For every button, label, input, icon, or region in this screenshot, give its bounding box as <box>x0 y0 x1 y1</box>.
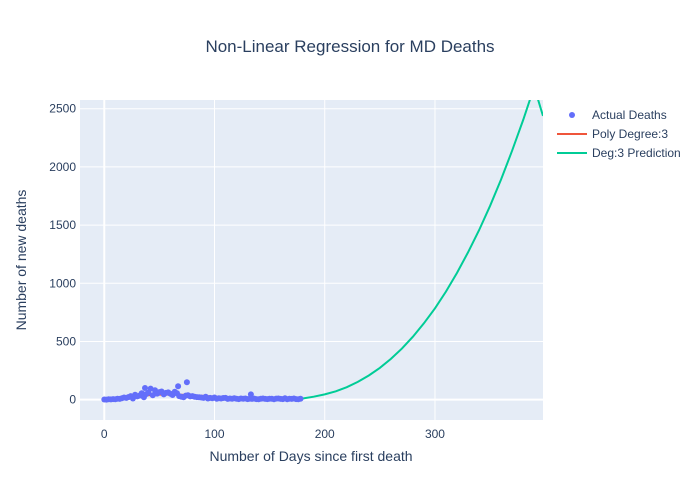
y-tick-label: 2500 <box>49 102 76 116</box>
legend-item[interactable]: Actual Deaths <box>569 108 667 122</box>
data-point <box>142 385 148 391</box>
chart-title: Non-Linear Regression for MD Deaths <box>205 37 494 56</box>
series-layer <box>101 100 543 403</box>
data-point <box>175 383 182 390</box>
legend-label: Deg:3 Prediction <box>592 146 681 160</box>
y-tick-label: 500 <box>56 334 76 348</box>
y-tick-label: 1000 <box>49 276 76 290</box>
grid-lines <box>80 100 543 420</box>
x-tick-label: 200 <box>315 427 335 441</box>
y-axis-title: Number of new deaths <box>13 190 29 331</box>
series-line <box>302 100 543 400</box>
legend-marker <box>569 112 575 118</box>
data-point <box>297 395 304 402</box>
y-tick-label: 1500 <box>49 218 76 232</box>
data-point <box>183 379 190 386</box>
legend-item[interactable]: Deg:3 Prediction <box>557 146 681 160</box>
x-tick-label: 300 <box>425 427 445 441</box>
legend-label: Actual Deaths <box>592 108 667 122</box>
x-axis-title: Number of Days since first death <box>209 448 412 464</box>
y-tick-label: 2000 <box>49 160 76 174</box>
legend[interactable]: Actual Deaths Poly Degree:3 Deg:3 Predicti… <box>557 108 681 160</box>
data-point <box>247 391 254 398</box>
y-tick-label: 0 <box>69 393 76 407</box>
legend-item[interactable]: Poly Degree:3 <box>557 127 668 141</box>
tick-labels: 0 100 200 300 0 500 1000 1500 2000 2500 <box>49 102 445 441</box>
x-tick-label: 100 <box>204 427 224 441</box>
legend-label: Poly Degree:3 <box>592 127 668 141</box>
plot-area <box>80 100 543 420</box>
series-group <box>101 100 543 403</box>
x-tick-label: 0 <box>101 427 108 441</box>
zero-lines <box>80 100 543 420</box>
